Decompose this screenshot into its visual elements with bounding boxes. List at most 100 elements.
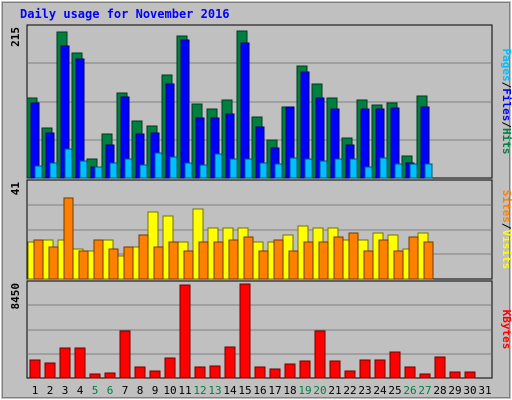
legend-separator: / [500,223,512,230]
bar-kbytes-day-6 [104,372,116,379]
day-label-3: 3 [62,384,69,397]
bar-kbytes-day-5 [89,373,101,379]
bar-kbytes-day-28 [434,356,446,379]
bar-kbytes-day-8 [134,366,146,379]
bar-pages-day-27 [424,163,433,179]
bar-kbytes-day-14 [224,346,236,379]
bar-pages-day-18 [289,157,298,179]
bar-kbytes-day-1 [29,359,41,379]
bar-files-day-11 [180,39,190,179]
bar-sites-day-22 [348,232,359,280]
bar-sites-day-19 [303,241,314,280]
day-label-17: 17 [268,384,281,397]
day-label-19: 19 [298,384,311,397]
bar-sites-day-15 [243,236,254,280]
chart-panels: 215Pages/Files/Hits41Sites/Visits8450KBy… [9,24,512,379]
bar-sites-day-27 [423,241,434,280]
bar-sites-day-2 [48,246,59,280]
bar-sites-day-14 [228,239,239,280]
day-label-23: 23 [358,384,371,397]
bar-sites-day-7 [123,246,134,280]
day-label-9: 9 [152,384,159,397]
panel-1-ymax-label: 215 [9,27,22,47]
bar-kbytes-day-11 [179,284,191,379]
day-label-1: 1 [32,384,39,397]
day-label-15: 15 [238,384,251,397]
bar-sites-day-13 [213,241,224,280]
legend-sites: Sites [500,190,512,223]
bar-sites-day-17 [273,239,284,280]
bar-pages-day-5 [94,166,103,179]
day-label-7: 7 [122,384,129,397]
bar-pages-day-15 [244,158,253,179]
bar-sites-day-23 [363,250,374,280]
bar-pages-day-2 [49,162,58,179]
legend-visits: Visits [500,230,512,270]
chart-title: Daily usage for November 2016 [20,7,230,21]
legend-pages: Pages [500,49,512,82]
bar-kbytes-day-23 [359,359,371,379]
day-label-21: 21 [328,384,341,397]
bar-sites-day-18 [288,250,299,280]
day-label-26: 26 [403,384,416,397]
bar-sites-day-1 [33,239,44,280]
day-label-18: 18 [283,384,296,397]
day-label-24: 24 [373,384,387,397]
day-label-5: 5 [92,384,99,397]
bar-pages-day-25 [394,163,403,179]
bar-kbytes-day-12 [194,366,206,379]
bar-sites-day-24 [378,239,389,280]
bar-kbytes-day-26 [404,366,416,379]
bar-pages-day-11 [184,162,193,179]
bar-pages-day-6 [109,162,118,179]
day-label-6: 6 [107,384,114,397]
day-label-13: 13 [208,384,221,397]
bar-kbytes-day-30 [464,371,476,379]
bar-pages-day-24 [379,157,388,179]
bar-kbytes-day-18 [284,363,296,379]
bar-files-day-15 [240,42,250,179]
bar-kbytes-day-9 [149,370,161,379]
day-label-12: 12 [193,384,206,397]
bar-kbytes-day-25 [389,351,401,379]
bar-sites-day-21 [333,236,344,280]
bar-sites-day-4 [78,250,89,280]
day-label-11: 11 [178,384,191,397]
day-label-29: 29 [448,384,461,397]
day-axis-labels: 1 2 3 4 5 6 7 8 9 10 11 12 13 14 15 16 17 18 19 20 21 22 23 24 2… [32,384,492,397]
bar-pages-day-7 [124,158,133,179]
day-label-25: 25 [388,384,401,397]
bar-kbytes-day-2 [44,362,56,379]
bar-sites-day-25 [393,250,404,280]
legend-files: Files [500,88,512,121]
bar-kbytes-day-3 [59,347,71,379]
bar-kbytes-day-27 [419,373,431,379]
legend-separator: / [500,82,512,89]
legend-hits: Hits [500,128,512,155]
bar-kbytes-day-20 [314,330,326,379]
panel-3-ymax-label: 8450 [9,283,22,310]
bar-kbytes-day-7 [119,330,131,379]
bar-pages-day-12 [199,164,208,179]
bar-pages-day-16 [259,162,268,179]
bar-kbytes-day-10 [164,357,176,379]
bar-sites-day-11 [183,250,194,280]
bar-pages-day-3 [64,148,73,179]
bar-pages-day-1 [34,165,43,179]
day-label-8: 8 [137,384,144,397]
panel-3-series-legend: KBytes [500,310,512,350]
bar-kbytes-day-24 [374,359,386,379]
bar-sites-day-9 [153,246,164,280]
bar-kbytes-day-29 [449,371,461,379]
panel-1-series-legend: Pages/Files/Hits [500,49,512,155]
day-label-20: 20 [313,384,326,397]
bar-sites-day-5 [93,239,104,280]
day-label-30: 30 [463,384,476,397]
day-label-16: 16 [253,384,266,397]
bar-kbytes-day-17 [269,368,281,379]
panel-2-series-legend: Sites/Visits [500,190,512,270]
panel-2-ymax-label: 41 [9,182,22,196]
